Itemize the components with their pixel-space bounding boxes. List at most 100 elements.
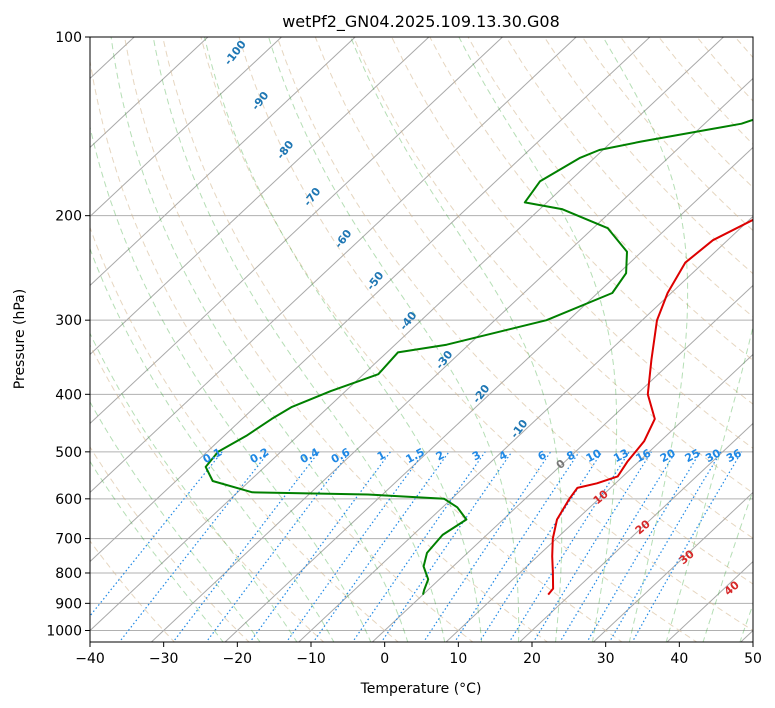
dry-adiabat-line <box>620 37 753 189</box>
moist-adiabat-line <box>110 37 409 642</box>
dry-adiabat-label: -40 <box>397 309 420 333</box>
mixing-ratio-line <box>205 451 351 642</box>
mixing-ratio-label: 4 <box>497 448 510 463</box>
moist-adiabat-line <box>702 488 753 642</box>
isotherm-line <box>371 284 753 642</box>
y-tick-label: 300 <box>55 313 82 329</box>
line-labels: 0.1 0.2 0.4 0.6 1 1.5 2 3 4 6 8 10 13 16 20 25 30 36-100-… <box>201 38 744 598</box>
dry-adiabat-line <box>734 37 753 59</box>
plot-frame <box>89 36 754 643</box>
mixing-ratio-line <box>508 451 630 642</box>
mixing-ratio-label: 0.1 <box>201 446 224 467</box>
mixing-ratio-line <box>380 451 513 642</box>
mixing-ratio-label: 1.5 <box>404 446 427 467</box>
x-tick-label: −10 <box>296 651 326 667</box>
moist-adiabat-line <box>90 247 335 642</box>
mixing-ratio-label: 0.4 <box>298 445 322 466</box>
x-tick-label: 30 <box>597 651 615 667</box>
isotherm-line <box>90 37 651 563</box>
chart-title: wetPf2_GN04.2025.109.13.30.G08 <box>282 12 560 32</box>
x-tick-label: 20 <box>523 651 541 667</box>
background-lines <box>0 37 753 643</box>
mixing-ratio-label: 13 <box>611 446 631 465</box>
mixing-ratio-line <box>90 451 223 617</box>
isotherm-line <box>90 37 209 149</box>
isotherm-line <box>90 37 577 494</box>
x-axis-label: Temperature (°C) <box>360 681 482 697</box>
dry-adiabat-label: -100 <box>222 38 249 68</box>
mixing-ratio-label: 25 <box>683 447 703 466</box>
moist-adiabat-line <box>204 37 483 642</box>
dry-adiabat-label: -90 <box>249 89 272 113</box>
dry-adiabat-line <box>696 37 753 102</box>
isotherm-line <box>90 37 724 632</box>
isotherm-line <box>0 37 61 643</box>
moist-adiabat-label: 30 <box>677 547 697 567</box>
mixing-ratio-label: 1 <box>375 448 388 463</box>
moist-adiabat-line <box>90 460 224 642</box>
dry-adiabat-label: -10 <box>508 417 531 441</box>
x-tick-label: 10 <box>449 651 467 667</box>
mixing-ratio-line <box>172 451 320 642</box>
x-tick-label: 50 <box>744 651 762 667</box>
moist-adiabat-line <box>90 401 261 642</box>
dry-adiabat-line <box>505 37 753 318</box>
moist-adiabat-line <box>739 602 753 642</box>
y-tick-label: 800 <box>55 566 82 582</box>
dry-adiabat-label: -80 <box>274 138 297 162</box>
mixing-ratio-label: 36 <box>724 446 744 465</box>
isotherm-line <box>519 422 753 642</box>
mixing-ratio-label: 6 <box>536 448 549 463</box>
isotherm-line <box>90 37 356 287</box>
dry-adiabat-line <box>162 37 623 642</box>
x-tick-label: −40 <box>75 651 105 667</box>
y-axis-label: Pressure (hPa) <box>12 289 28 389</box>
y-tick-label: 600 <box>55 492 82 508</box>
moist-adiabat-line <box>90 124 372 642</box>
isotherm-line <box>90 37 503 425</box>
isotherm-line <box>592 491 753 642</box>
moist-adiabat-line <box>90 332 298 642</box>
temperature-profile-line <box>547 218 753 596</box>
y-tick-label: 1000 <box>46 624 82 640</box>
mixing-ratio-line <box>608 451 722 642</box>
mixing-ratio-line <box>532 451 652 642</box>
y-tick-label: 900 <box>55 596 82 612</box>
moist-adiabat-line <box>350 37 563 642</box>
dry-adiabat-label: -30 <box>433 348 456 372</box>
mixing-ratio-label: 16 <box>634 446 654 465</box>
mixing-ratio-line <box>351 451 486 642</box>
dry-adiabat-line <box>314 37 753 539</box>
moist-adiabat-line <box>602 37 689 642</box>
dry-adiabat-line <box>543 37 753 275</box>
x-tick-label: −30 <box>149 651 179 667</box>
dry-adiabat-line <box>90 445 250 642</box>
dewpoint-profile-line <box>204 118 753 595</box>
x-tick-label: 40 <box>670 651 688 667</box>
x-tick-label: 0 <box>380 651 389 667</box>
isotherm-line <box>90 37 282 218</box>
dry-adiabat-line <box>353 37 753 494</box>
mixing-ratio-line <box>312 451 450 642</box>
mixing-ratio-label: 2 <box>434 448 447 463</box>
mixing-ratio-line <box>454 451 580 642</box>
isotherm-line <box>90 37 430 356</box>
mixing-ratio-line <box>118 451 270 642</box>
y-tick-label: 100 <box>55 30 82 46</box>
moist-adiabat-line <box>458 37 618 642</box>
x-tick-label: −20 <box>223 651 253 667</box>
dry-adiabat-line <box>90 58 474 642</box>
moist-adiabat-line <box>665 324 753 642</box>
dry-adiabat-line <box>90 343 325 642</box>
x-axis: −40 −30 −20 −10 0 10 20 30 40 50 <box>75 642 762 667</box>
dry-adiabat-line <box>238 37 753 632</box>
dry-adiabat-line <box>90 226 399 642</box>
dry-adiabat-label: -20 <box>470 382 493 406</box>
dry-adiabat-line <box>276 37 753 585</box>
mixing-ratio-line <box>631 451 743 642</box>
moist-adiabat-line <box>268 37 520 642</box>
mixing-ratio-line <box>559 451 677 642</box>
y-tick-label: 500 <box>55 445 82 461</box>
mixing-ratio-line <box>285 451 425 642</box>
